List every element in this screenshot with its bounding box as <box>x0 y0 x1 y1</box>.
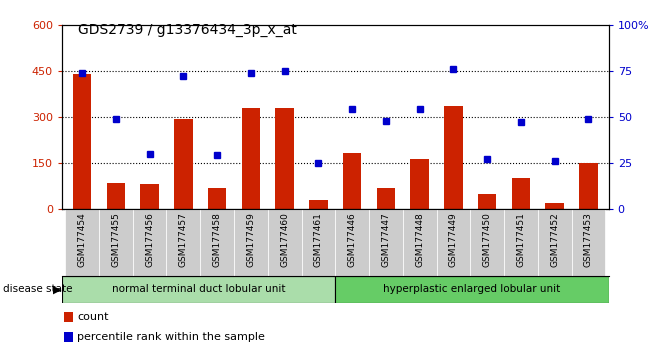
Text: GSM177447: GSM177447 <box>381 212 391 267</box>
Bar <box>208 188 227 209</box>
Text: GDS2739 / g13376434_3p_x_at: GDS2739 / g13376434_3p_x_at <box>78 23 297 37</box>
Bar <box>546 203 564 209</box>
Bar <box>107 183 125 209</box>
Bar <box>268 209 301 276</box>
Text: GSM177456: GSM177456 <box>145 212 154 267</box>
Text: GSM177453: GSM177453 <box>584 212 593 267</box>
Text: GSM177449: GSM177449 <box>449 212 458 267</box>
Bar <box>234 209 268 276</box>
Bar <box>62 276 335 303</box>
Text: percentile rank within the sample: percentile rank within the sample <box>77 332 265 342</box>
Text: disease state: disease state <box>3 284 73 295</box>
Bar <box>579 164 598 209</box>
Text: GSM177457: GSM177457 <box>179 212 188 267</box>
Bar <box>377 188 395 209</box>
Bar <box>65 209 99 276</box>
Bar <box>369 209 403 276</box>
Text: normal terminal duct lobular unit: normal terminal duct lobular unit <box>112 284 285 295</box>
Text: hyperplastic enlarged lobular unit: hyperplastic enlarged lobular unit <box>383 284 561 295</box>
Bar <box>73 74 91 209</box>
Bar <box>478 194 497 209</box>
Text: GSM177455: GSM177455 <box>111 212 120 267</box>
Bar <box>309 200 327 209</box>
Bar <box>133 209 167 276</box>
Text: GSM177446: GSM177446 <box>348 212 357 267</box>
Bar <box>174 119 193 209</box>
Text: count: count <box>77 312 109 322</box>
Bar <box>301 209 335 276</box>
Bar <box>64 312 73 322</box>
Text: ▶: ▶ <box>53 284 62 295</box>
Text: GSM177454: GSM177454 <box>77 212 87 267</box>
Text: GSM177461: GSM177461 <box>314 212 323 267</box>
Bar <box>538 209 572 276</box>
Bar <box>410 159 429 209</box>
Bar <box>343 153 361 209</box>
Text: GSM177460: GSM177460 <box>280 212 289 267</box>
Bar <box>572 209 605 276</box>
Bar <box>99 209 133 276</box>
Text: GSM177459: GSM177459 <box>246 212 255 267</box>
Bar <box>335 276 609 303</box>
Bar <box>242 108 260 209</box>
Text: GSM177448: GSM177448 <box>415 212 424 267</box>
Bar <box>335 209 369 276</box>
Bar <box>470 209 504 276</box>
Bar <box>275 108 294 209</box>
Bar <box>504 209 538 276</box>
Text: GSM177458: GSM177458 <box>213 212 221 267</box>
Text: GSM177452: GSM177452 <box>550 212 559 267</box>
Bar <box>403 209 437 276</box>
Bar <box>444 106 463 209</box>
Bar <box>512 178 530 209</box>
Text: GSM177450: GSM177450 <box>482 212 492 267</box>
Text: GSM177451: GSM177451 <box>516 212 525 267</box>
Bar <box>64 332 73 342</box>
Bar <box>437 209 470 276</box>
Bar <box>141 184 159 209</box>
Bar <box>167 209 201 276</box>
Bar <box>201 209 234 276</box>
